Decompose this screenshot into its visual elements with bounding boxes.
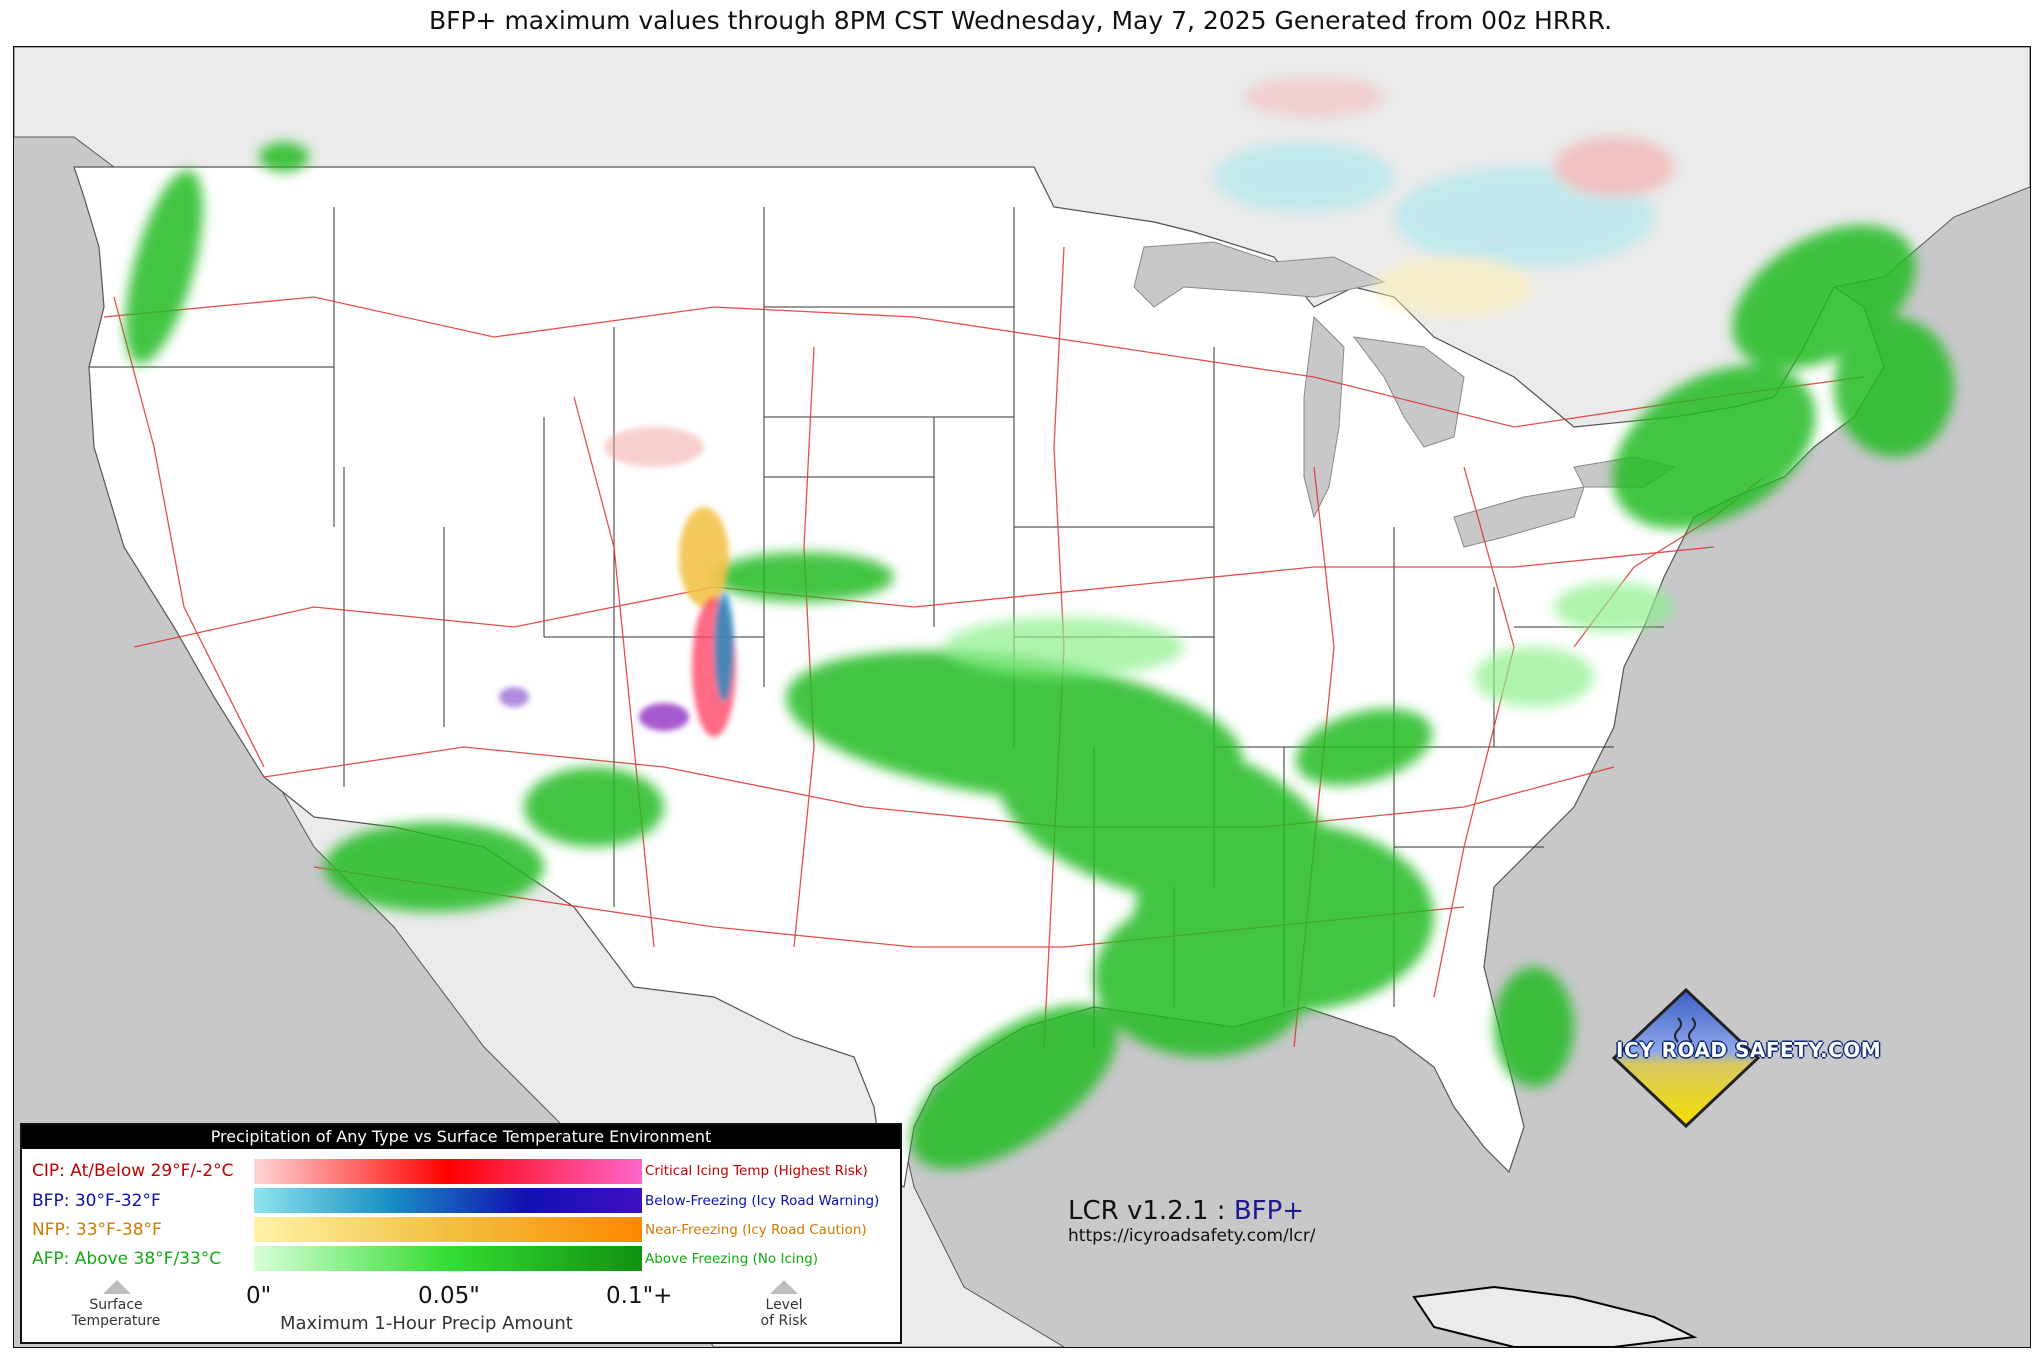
up-triangle-icon xyxy=(103,1280,131,1294)
afp-light-areas xyxy=(944,582,1674,707)
source-url: https://icyroadsafety.com/lcr/ xyxy=(1068,1226,1316,1246)
cip-color-bar xyxy=(254,1159,642,1184)
nfp-label: NFP: 33°F-38°F xyxy=(32,1220,162,1240)
map-title: BFP+ maximum values through 8PM CST Wedn… xyxy=(428,6,1613,35)
afp-precip-areas xyxy=(125,142,1954,1170)
afp-label: AFP: Above 38°F/33°C xyxy=(32,1249,222,1269)
nfp-desc: Near-Freezing (Icy Road Caution) xyxy=(645,1222,867,1238)
tick-mid: 0.05" xyxy=(418,1283,480,1309)
logo-text: ICY ROAD SAFETY.COM xyxy=(1616,1038,1882,1062)
bfp-desc: Below-Freezing (Icy Road Warning) xyxy=(645,1193,880,1209)
cip-desc: Critical Icing Temp (Highest Risk) xyxy=(645,1163,868,1179)
risk-note-line2: of Risk xyxy=(760,1313,808,1329)
afp-desc: Above Freezing (No Icing) xyxy=(645,1251,819,1267)
risk-note-line1: Level xyxy=(765,1297,803,1313)
up-triangle-icon xyxy=(770,1280,798,1294)
legend-xlabel: Maximum 1-Hour Precip Amount xyxy=(280,1313,573,1334)
cuba-land xyxy=(1412,1285,1698,1347)
lake-huron xyxy=(1352,336,1465,448)
bfp-color-bar xyxy=(254,1188,642,1213)
legend-header: Precipitation of Any Type vs Surface Tem… xyxy=(22,1125,900,1149)
conus-precip-map xyxy=(14,47,2030,1347)
bfp-label: BFP: 30°F-32°F xyxy=(32,1191,161,1211)
steam-road-icon xyxy=(1611,987,1761,1129)
surface-note-line1: Surface xyxy=(89,1297,143,1313)
icyroadsafety-logo: ICY ROAD SAFETY.COM xyxy=(1608,987,1908,1130)
surface-temperature-note: Surface Temperature xyxy=(52,1297,180,1329)
version-label: LCR v1.2.1 : BFP+ xyxy=(1068,1196,1304,1226)
cip-label: CIP: At/Below 29°F/-2°C xyxy=(32,1161,234,1181)
canada-precip-areas xyxy=(1214,77,1674,317)
version-text: LCR v1.2.1 : xyxy=(1068,1196,1226,1226)
lake-erie xyxy=(1453,486,1585,548)
legend-panel: Precipitation of Any Type vs Surface Tem… xyxy=(20,1123,902,1344)
lake-superior xyxy=(1133,241,1386,308)
icing-precip-areas xyxy=(499,427,736,737)
tick-max: 0.1"+ xyxy=(606,1283,673,1309)
level-of-risk-note: Level of Risk xyxy=(734,1297,834,1329)
tick-0: 0" xyxy=(246,1283,272,1309)
nfp-color-bar xyxy=(254,1217,642,1242)
surface-note-line2: Temperature xyxy=(71,1313,161,1329)
afp-color-bar xyxy=(254,1246,642,1271)
product-name: BFP+ xyxy=(1233,1196,1305,1226)
